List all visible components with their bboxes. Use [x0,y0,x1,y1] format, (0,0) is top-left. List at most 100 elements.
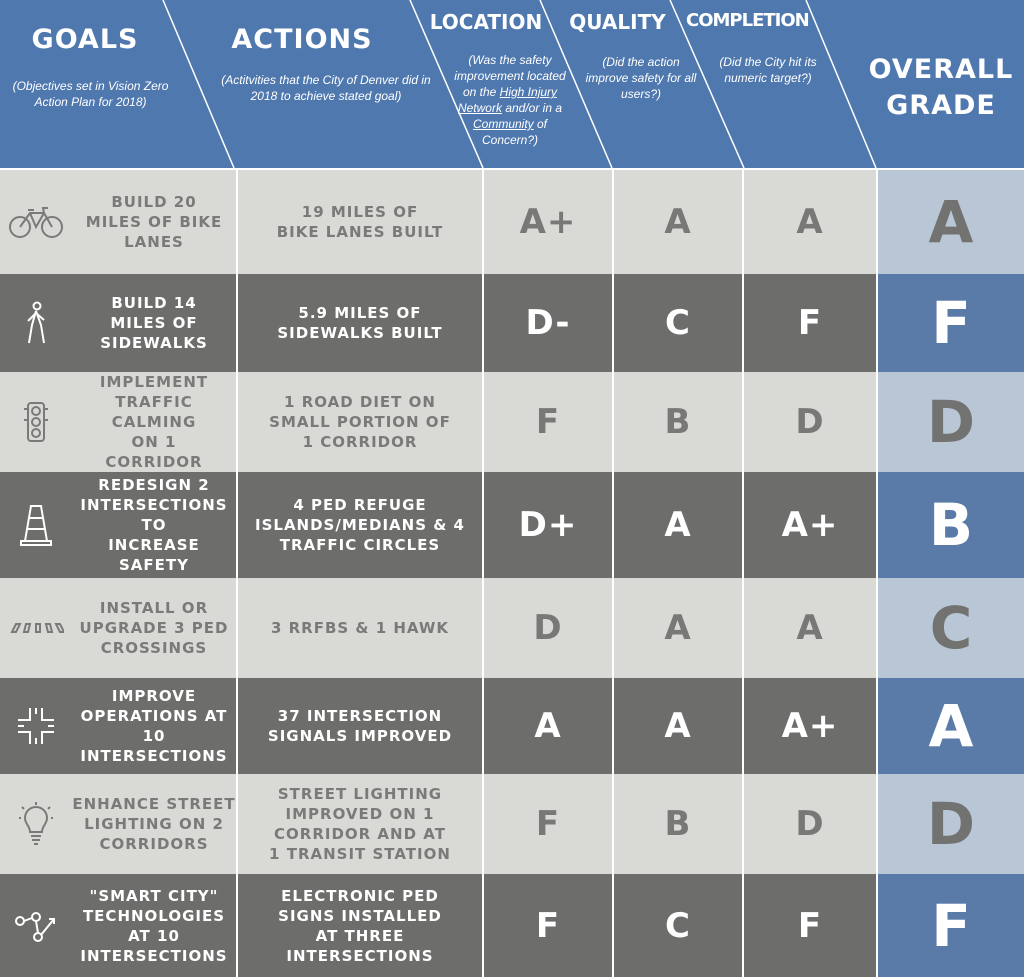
pedestrian-icon [0,274,72,372]
column-divider [612,372,614,472]
column-divider [482,874,484,977]
column-divider [742,170,744,274]
quality-grade: A [664,706,692,746]
traffic-light-icon [0,372,72,472]
location-grade: F [535,402,561,442]
column-divider [876,274,878,372]
completion-grade: D [795,402,825,442]
action-text: 1 ROAD DIET ON SMALL PORTION OF 1 CORRID… [269,393,451,451]
quality-grade: A [664,608,692,648]
overall-grade: C [929,594,973,662]
action-text: STREET LIGHTING IMPROVED ON 1 CORRIDOR A… [269,785,451,863]
action-text: 5.9 MILES OF SIDEWALKS BUILT [277,304,443,342]
completion-grade: F [797,905,823,946]
column-divider [612,678,614,774]
overall-grade: B [928,491,974,559]
goal-text: INSTALL OR UPGRADE 3 PED CROSSINGS [79,599,229,657]
column-divider [482,774,484,874]
action-text: 19 MILES OF BIKE LANES BUILT [276,203,444,241]
column-divider [482,372,484,472]
quality-grade: B [664,804,692,844]
column-divider [876,578,878,678]
location-grade: D [533,608,563,648]
overall-grade-cell: F [878,874,1024,977]
overall-grade-cell: D [878,372,1024,472]
column-divider [236,874,238,977]
table-row: REDESIGN 2 INTERSECTIONS TO INCREASE SAF… [0,472,1024,578]
header-divider-lines [162,0,877,168]
column-divider [612,774,614,874]
goals-heading: GOALS [31,24,139,55]
lightbulb-icon [0,774,72,874]
overall-grade-cell: A [878,170,1024,274]
location-grade: A+ [519,202,577,242]
overall-grade-cell: C [878,578,1024,678]
quality-grade: B [664,402,692,442]
column-divider [482,170,484,274]
column-divider [482,472,484,578]
column-divider [236,274,238,372]
completion-grade: F [797,303,823,343]
completion-subheading: (Did the City hit its numeric target?) [719,55,817,85]
table-row: "SMART CITY" TECHNOLOGIES AT 10 INTERSEC… [0,874,1024,977]
column-divider [236,170,238,274]
completion-grade: A [796,608,824,648]
goal-text: IMPLEMENT TRAFFIC CALMING ON 1 CORRIDOR [99,373,209,471]
quality-grade: A [664,202,692,242]
table-row: INSTALL OR UPGRADE 3 PED CROSSINGS 3 RRFB… [0,578,1024,678]
table-row: ENHANCE STREET LIGHTING ON 2 CORRIDORS ST… [0,774,1024,874]
location-grade: F [535,905,561,946]
column-divider [876,774,878,874]
location-grade: D+ [518,505,578,545]
column-divider [742,472,744,578]
goals-subheading: (Objectives set in Vision Zero Action Pl… [12,79,169,109]
column-divider [742,372,744,472]
location-heading: LOCATION [429,10,543,34]
column-divider [236,578,238,678]
completion-grade: A+ [781,706,839,746]
bicycle-icon [0,170,72,274]
column-divider [482,274,484,372]
overall-grade: D [926,790,976,858]
action-text: 3 RRFBS & 1 HAWK [270,619,450,637]
completion-grade: A+ [781,505,839,545]
overall-grade: F [931,891,971,960]
overall-grade-cell: A [878,678,1024,774]
goal-text: IMPROVE OPERATIONS AT 10 INTERSECTIONS [80,687,228,765]
table-header: GOALS (Objectives set in Vision Zero Act… [0,0,1024,168]
goal-text: REDESIGN 2 INTERSECTIONS TO INCREASE SAF… [80,476,228,574]
community-link[interactable]: Community [472,117,534,131]
action-text: ELECTRONIC PED SIGNS INSTALLED AT THREE … [278,886,442,965]
network-nodes-icon [0,874,72,977]
location-grade: F [535,804,561,844]
high-injury-network-link[interactable]: High Injury Network [457,85,558,115]
column-divider [482,578,484,678]
column-divider [742,578,744,678]
completion-heading: COMPLETION [686,10,810,31]
overall-grade: A [928,188,974,256]
table-row: BUILD 14 MILES OF SIDEWALKS 5.9 MILES OF … [0,274,1024,372]
quality-grade: A [664,505,692,545]
action-text: 4 PED REFUGE ISLANDS/MEDIANS & 4 TRAFFIC… [255,496,465,554]
action-text: 37 INTERSECTION SIGNALS IMPROVED [267,707,453,745]
location-subheading: (Was the safety improvement located on t… [454,53,566,147]
overall-grade-cell: B [878,472,1024,578]
overall-grade: A [928,692,974,760]
column-divider [236,678,238,774]
overall-grade: D [926,388,976,456]
column-divider [612,874,614,977]
column-divider [876,372,878,472]
overall-grade-heading: OVERALL GRADE [868,54,1014,121]
goal-text: BUILD 14 MILES OF SIDEWALKS [100,294,208,352]
goal-text: BUILD 20 MILES OF BIKE LANES [85,193,223,251]
column-divider [236,472,238,578]
column-divider [742,874,744,977]
crosswalk-icon [0,578,72,678]
quality-grade: C [665,303,691,343]
column-divider [876,170,878,274]
completion-grade: D [795,804,825,844]
column-divider [742,678,744,774]
table-row: IMPLEMENT TRAFFIC CALMING ON 1 CORRIDOR 1… [0,372,1024,472]
goal-text: ENHANCE STREET LIGHTING ON 2 CORRIDORS [72,795,236,853]
column-divider [612,578,614,678]
